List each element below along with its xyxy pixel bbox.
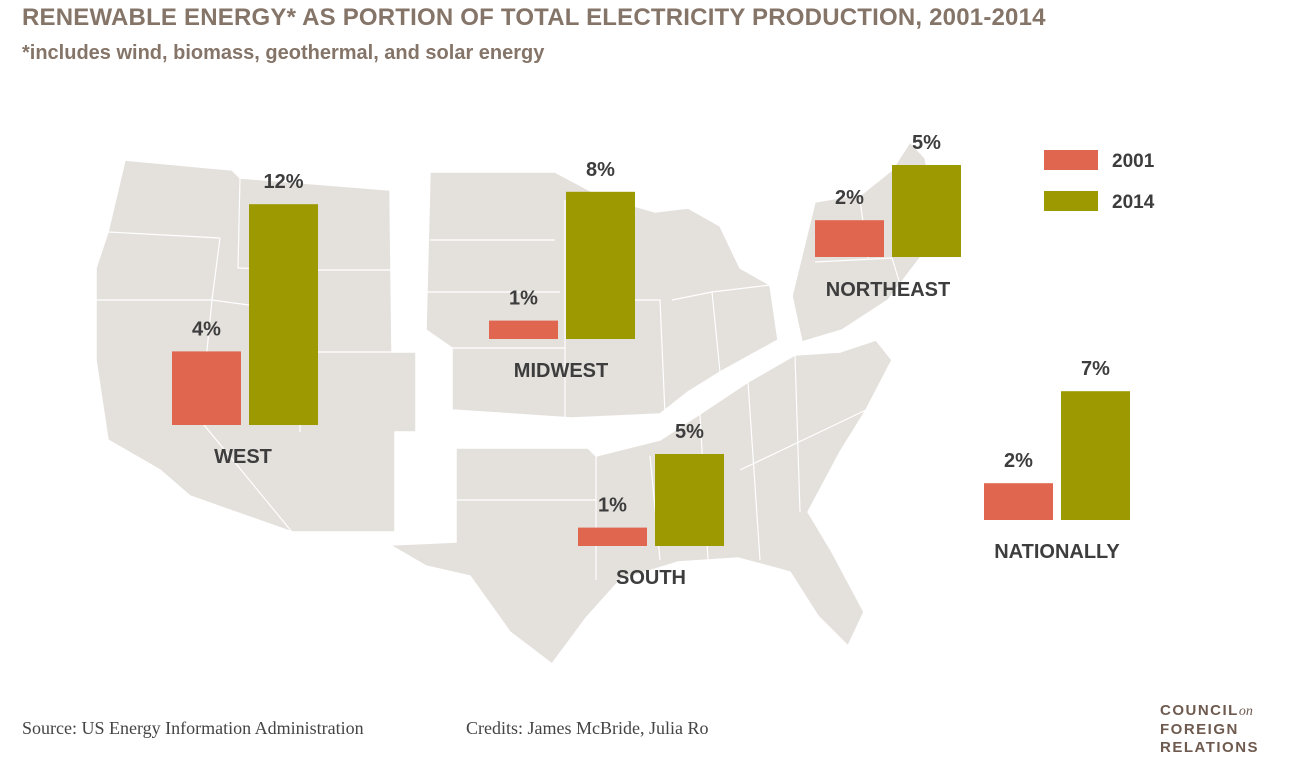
data-label-midwest-2001: 1% <box>509 288 538 310</box>
logo-on: on <box>1238 704 1253 719</box>
data-label-northeast-2014: 5% <box>912 132 941 154</box>
bar-northeast-2014 <box>892 165 961 257</box>
legend-label-2001: 2001 <box>1112 151 1155 172</box>
legend-swatch-2014 <box>1044 191 1098 211</box>
logo-line-relations: RELATIONS <box>1160 739 1260 756</box>
credits-note: Credits: James McBride, Julia Ro <box>466 718 709 738</box>
bar-midwest-2014 <box>566 191 635 339</box>
chart-title: RENEWABLE ENERGY* AS PORTION OF TOTAL EL… <box>22 4 1046 31</box>
region-label-midwest: MIDWEST <box>514 360 608 382</box>
bars: 4% 12% WEST 1% 8% MIDWEST 2% 5% NORTHEAST 1% 5% SOU… <box>172 132 1130 589</box>
bar-northeast-2001 <box>815 220 884 257</box>
map-region-south <box>387 339 893 666</box>
bar-nationally-2014 <box>1061 391 1130 520</box>
data-label-south-2001: 1% <box>598 495 627 517</box>
region-label-northeast: NORTHEAST <box>826 279 950 301</box>
data-label-northeast-2001: 2% <box>835 187 864 209</box>
bar-nationally-2001 <box>984 483 1053 520</box>
bar-south-2014 <box>655 454 724 546</box>
region-label-nationally: NATIONALLY <box>994 541 1120 563</box>
region-label-west: WEST <box>214 446 272 468</box>
chart-subtitle: *includes wind, biomass, geothermal, and… <box>22 42 545 64</box>
bar-west-2014 <box>249 204 318 425</box>
region-label-south: SOUTH <box>616 567 686 589</box>
bar-south-2001 <box>578 527 647 546</box>
source-note: Source: US Energy Information Administra… <box>22 718 364 738</box>
data-label-west-2014: 12% <box>263 171 303 193</box>
logo-line-council: COUNCIL <box>1160 702 1239 719</box>
bar-west-2001 <box>172 351 241 425</box>
bar-midwest-2001 <box>489 320 558 339</box>
cfr-logo: COUNCILon FOREIGN RELATIONS <box>1160 702 1290 757</box>
data-label-midwest-2014: 8% <box>586 159 615 181</box>
legend: 2001 2014 <box>1044 150 1155 213</box>
legend-swatch-2001 <box>1044 150 1098 170</box>
data-label-nationally-2001: 2% <box>1004 450 1033 472</box>
data-label-west-2001: 4% <box>192 318 221 340</box>
legend-label-2014: 2014 <box>1112 192 1155 213</box>
logo-line-foreign: FOREIGN <box>1160 721 1239 738</box>
data-label-south-2014: 5% <box>675 421 704 443</box>
data-label-nationally-2014: 7% <box>1081 358 1110 380</box>
